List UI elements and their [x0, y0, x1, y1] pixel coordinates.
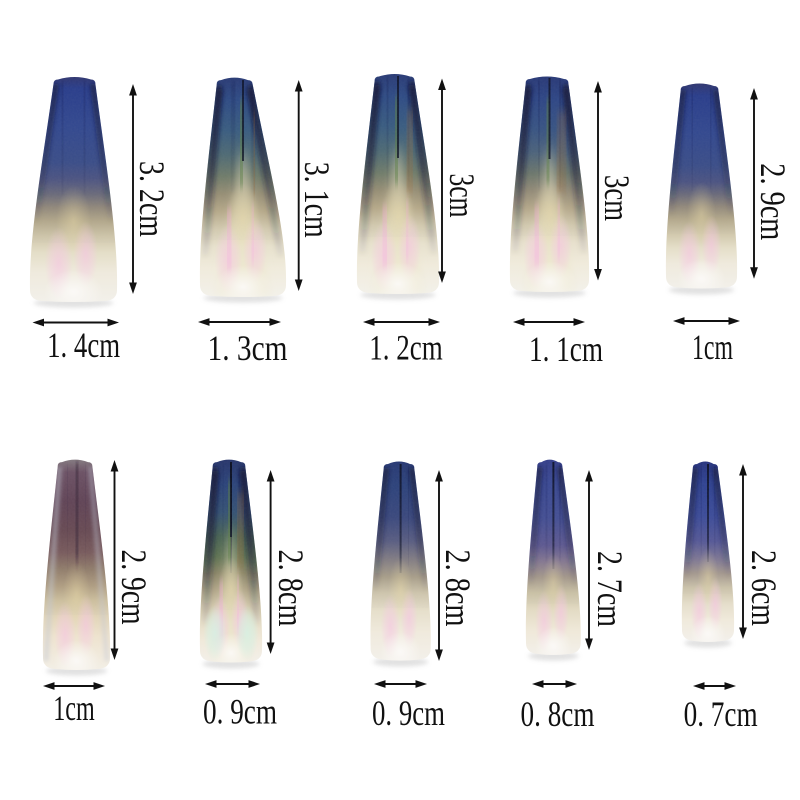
- svg-text:3cm: 3cm: [442, 174, 482, 218]
- svg-text:0. 9cm: 0. 9cm: [203, 692, 277, 732]
- svg-text:0. 7cm: 0. 7cm: [684, 694, 758, 734]
- svg-text:1. 1cm: 1. 1cm: [529, 329, 603, 369]
- svg-text:3. 2cm: 3. 2cm: [132, 161, 172, 237]
- svg-text:2. 6cm: 2. 6cm: [744, 550, 784, 626]
- svg-text:2. 9cm: 2. 9cm: [753, 163, 793, 240]
- svg-text:1. 4cm: 1. 4cm: [47, 325, 120, 365]
- svg-text:2. 8cm: 2. 8cm: [438, 550, 478, 627]
- svg-text:1cm: 1cm: [53, 688, 95, 728]
- svg-text:3. 1cm: 3. 1cm: [297, 162, 337, 238]
- svg-text:0. 8cm: 0. 8cm: [521, 694, 595, 734]
- svg-text:2. 9cm: 2. 9cm: [114, 550, 154, 625]
- svg-text:1cm: 1cm: [692, 327, 733, 367]
- svg-text:0. 9cm: 0. 9cm: [372, 693, 445, 733]
- svg-text:1. 3cm: 1. 3cm: [208, 328, 288, 368]
- svg-text:1. 2cm: 1. 2cm: [369, 328, 443, 368]
- svg-text:2. 8cm: 2. 8cm: [271, 550, 311, 627]
- svg-text:2. 7cm: 2. 7cm: [590, 551, 630, 627]
- svg-text:3cm: 3cm: [597, 175, 637, 221]
